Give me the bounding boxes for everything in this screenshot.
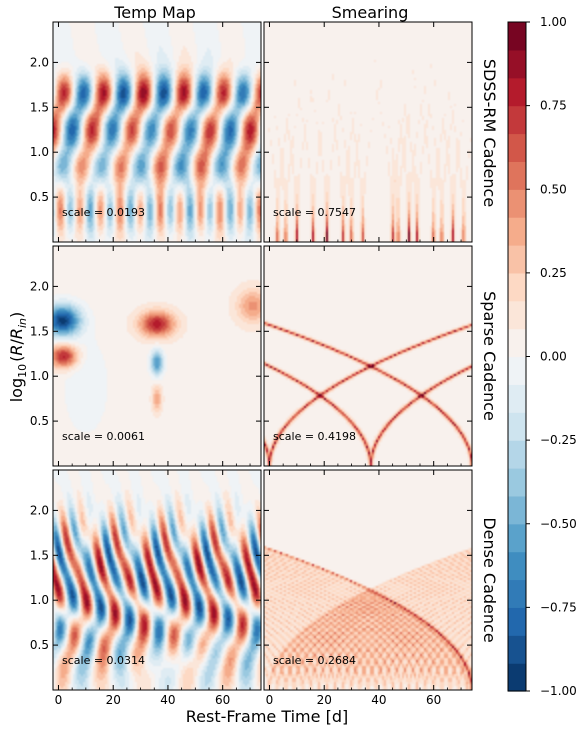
colorbar-level [508,328,526,358]
y-label-slash: / [7,339,26,345]
heatmap-image [53,246,261,466]
colorbar-level [508,607,526,636]
heatmap-image [264,246,472,466]
panel-r2-c1: 0 20 40 60 scale = 0.2684 [263,469,473,707]
panel-frame [263,245,473,467]
colorbar-level [508,161,526,190]
y-tick-label: 1.5 [30,548,49,562]
heatmap-image [53,470,261,690]
x-tick-label: 60 [426,693,441,707]
panel-r2-c0: 0.5 1.0 1.5 2.0 0 20 40 60 scale = 0.0314 [30,469,262,707]
colorbar-tick-label: −0.75 [540,600,577,614]
x-tick-label: 0 [266,693,274,707]
y-label-r2: R [7,328,26,339]
colorbar-level [508,635,526,664]
panel-frame [263,469,473,691]
x-tick-label: 60 [215,693,230,707]
y-label-close: ) [7,312,26,318]
heatmap-panels: 0.5 1.0 1.5 2.0 scale = 0.0193 scale = 0.7547… [30,21,473,707]
colorbar-tick-label: −1.00 [540,684,577,698]
colorbar-level [508,133,526,162]
heatmap-image [264,470,472,690]
y-label-log: log [7,378,26,402]
scale-annotation: scale = 0.0193 [62,206,145,219]
colorbar-level [508,272,526,302]
scale-annotation: scale = 0.7547 [273,206,356,219]
heatmap-image [53,22,261,242]
colorbar: −1.00 −0.75 −0.50 −0.25 0.00 0.25 0.50 0.75 1.00 [507,15,577,698]
colorbar-level [508,49,526,79]
y-tick-label: 1.0 [30,593,49,607]
x-axis-label: Rest-Frame Time [d] [186,707,348,726]
panel-frame [52,245,262,467]
colorbar-tick-label: 1.00 [540,15,567,29]
y-tick-label: 1.5 [30,100,49,114]
colorbar-tick-label: 0.25 [540,266,567,280]
scale-annotation: scale = 0.2684 [273,654,356,667]
x-tick-label: 20 [106,693,121,707]
y-tick-label: 0.5 [30,638,49,652]
colorbar-level [508,356,526,385]
colorbar-tick-label: 0.00 [540,350,567,364]
panel-r1-c1: scale = 0.4198 [263,245,473,467]
colorbar-level [508,440,526,469]
y-tick-label: 0.5 [30,414,49,428]
colorbar-level [508,551,526,581]
x-tick-label: 0 [55,693,63,707]
colorbar-level [508,245,526,274]
colorbar-level [508,495,526,525]
colorbar-tick-label: −0.50 [540,517,577,531]
y-tick-label: 2.0 [30,503,49,517]
y-tick-label: 1.0 [30,369,49,383]
y-label-sub-in: in [16,318,29,328]
panel-r0-c1: scale = 0.7547 [263,21,473,243]
colorbar-tick-label: 0.75 [540,99,567,113]
panel-r0-c0: 0.5 1.0 1.5 2.0 scale = 0.0193 [30,21,262,243]
y-label-sub-10: 10 [16,364,29,378]
colorbar-level [508,579,526,608]
y-tick-label: 1.5 [30,324,49,338]
row-title-sdss-rm: SDSS-RM Cadence [480,59,499,207]
y-tick-label: 2.0 [30,55,49,69]
column-title-smearing: Smearing [332,3,409,22]
y-tick-label: 0.5 [30,190,49,204]
x-tick-label: 40 [371,693,386,707]
heatmap-image [264,22,472,242]
colorbar-level [508,523,526,553]
colorbar-level [508,77,526,107]
row-title-sparse: Sparse Cadence [480,291,499,421]
panel-frame [52,21,262,243]
colorbar-level [508,189,526,218]
colorbar-tick-label: 0.50 [540,182,567,196]
y-tick-label: 1.0 [30,145,49,159]
x-tick-label: 40 [160,693,175,707]
panel-frame [52,469,262,691]
y-label-r: R [7,345,26,356]
colorbar-level [508,300,526,330]
row-title-dense: Dense Cadence [480,517,499,642]
panel-r1-c0: 0.5 1.0 1.5 2.0 scale = 0.0061 [30,245,262,467]
colorbar-level [508,384,526,413]
column-title-temp-map: Temp Map [113,3,196,22]
colorbar-level [508,105,526,135]
scale-annotation: scale = 0.0314 [62,654,145,667]
colorbar-level [508,217,526,246]
scale-annotation: scale = 0.0061 [62,430,145,443]
colorbar-level [508,663,526,692]
colorbar-level [508,22,526,51]
scale-annotation: scale = 0.4198 [273,430,356,443]
y-label-open: ( [7,356,26,362]
panel-frame [263,21,473,243]
x-tick-label: 20 [317,693,332,707]
y-tick-label: 2.0 [30,279,49,293]
colorbar-tick-label: −0.25 [540,433,577,447]
colorbar-level [508,412,526,441]
y-axis-label: log10(R/Rin) [7,312,29,403]
colorbar-level [508,468,526,497]
